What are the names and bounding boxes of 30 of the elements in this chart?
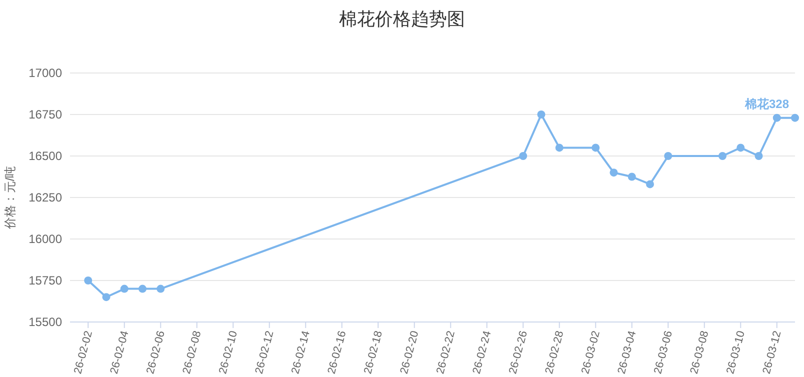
- series-label: 棉花328: [744, 96, 790, 111]
- x-tick-label: 26-02-18: [362, 330, 386, 376]
- x-tick-label: 26-02-04: [108, 330, 132, 376]
- x-tick-label: 26-02-26: [507, 330, 530, 376]
- y-tick-label: 16000: [28, 232, 62, 246]
- x-tick-label: 26-03-08: [688, 330, 712, 376]
- x-tick-label: 26-02-22: [434, 330, 458, 376]
- x-tick-label: 26-02-02: [72, 330, 96, 376]
- x-tick-label: 26-02-24: [470, 330, 494, 376]
- x-tick-label: 26-02-20: [398, 330, 422, 376]
- y-tick-label: 15750: [28, 274, 62, 288]
- x-tick-label: 26-02-28: [543, 330, 566, 376]
- x-tick-label: 26-03-10: [724, 330, 748, 376]
- x-tick-label: 26-02-12: [253, 330, 276, 376]
- y-tick-label: 17000: [28, 66, 62, 80]
- x-tick-label: 26-03-06: [652, 330, 676, 376]
- x-tick-label: 26-02-14: [290, 330, 313, 376]
- chart-title: 棉花价格趋势图: [339, 9, 465, 29]
- y-tick-label: 16250: [28, 190, 62, 204]
- x-tick-label: 26-03-12: [760, 330, 784, 376]
- x-tick-label: 26-02-16: [326, 330, 349, 376]
- y-axis-title: 价格：元/吨: [3, 166, 17, 230]
- x-tick-label: 26-02-10: [217, 330, 240, 376]
- y-tick-label: 15500: [28, 315, 62, 329]
- x-tick-label: 26-03-02: [580, 330, 603, 376]
- y-tick-label: 16500: [28, 149, 62, 163]
- y-tick-label: 16750: [28, 108, 62, 122]
- x-tick-label: 26-02-06: [144, 330, 168, 376]
- x-tick-label: 26-03-04: [616, 330, 639, 376]
- x-tick-label: 26-02-08: [180, 330, 204, 376]
